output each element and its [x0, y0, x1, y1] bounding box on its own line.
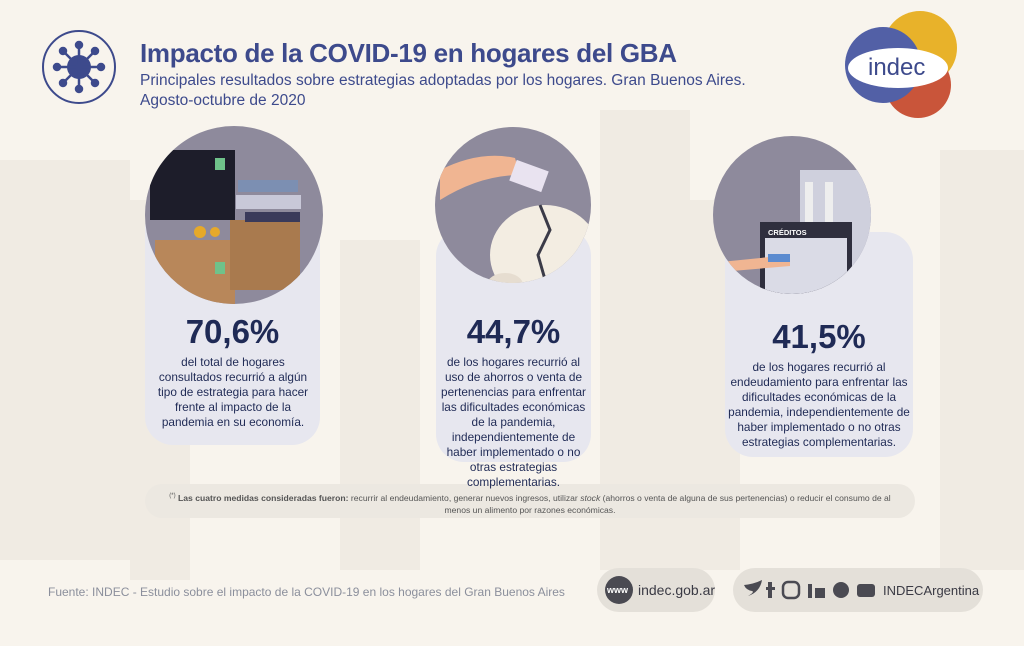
website[interactable]: indec.gob.ar [638, 582, 716, 598]
subtitle: Principales resultados sobre estrategias… [140, 72, 746, 89]
source: Fuente: INDEC - Estudio sobre el impacto… [48, 585, 565, 599]
footnote: (*) Las cuatro medidas consideradas fuer… [160, 490, 900, 516]
logo-text: indec [868, 54, 926, 81]
stat-value: 70,6% [185, 313, 280, 350]
footnote-italic: stock [580, 492, 601, 503]
stat-description: de los hogares recurrió al uso de ahorro… [441, 355, 586, 489]
footnote-text: recurrir al endeudamiento, generar nuevo… [350, 492, 578, 503]
subtitle: Agosto-octubre de 2020 [140, 92, 306, 109]
image-label: CRÉDITOS [768, 228, 807, 237]
footnote-lead: Las cuatro medidas consideradas fueron: [178, 492, 349, 503]
www-icon: www [607, 585, 629, 595]
stat-value: 44,7% [466, 313, 561, 350]
stat-value: 41,5% [772, 318, 866, 355]
footnote-marker: (*) [169, 493, 176, 499]
stat-description: de los hogares recurrió al endeudamiento… [728, 360, 910, 449]
title: Impacto de la COVID-19 en hogares del GB… [140, 38, 677, 68]
footnote-text: (ahorros o venta de alguna de sus perten… [444, 492, 891, 515]
stat-description: del total de hogares consultados recurri… [157, 355, 309, 429]
social-handle[interactable]: INDECArgentina [883, 583, 980, 598]
